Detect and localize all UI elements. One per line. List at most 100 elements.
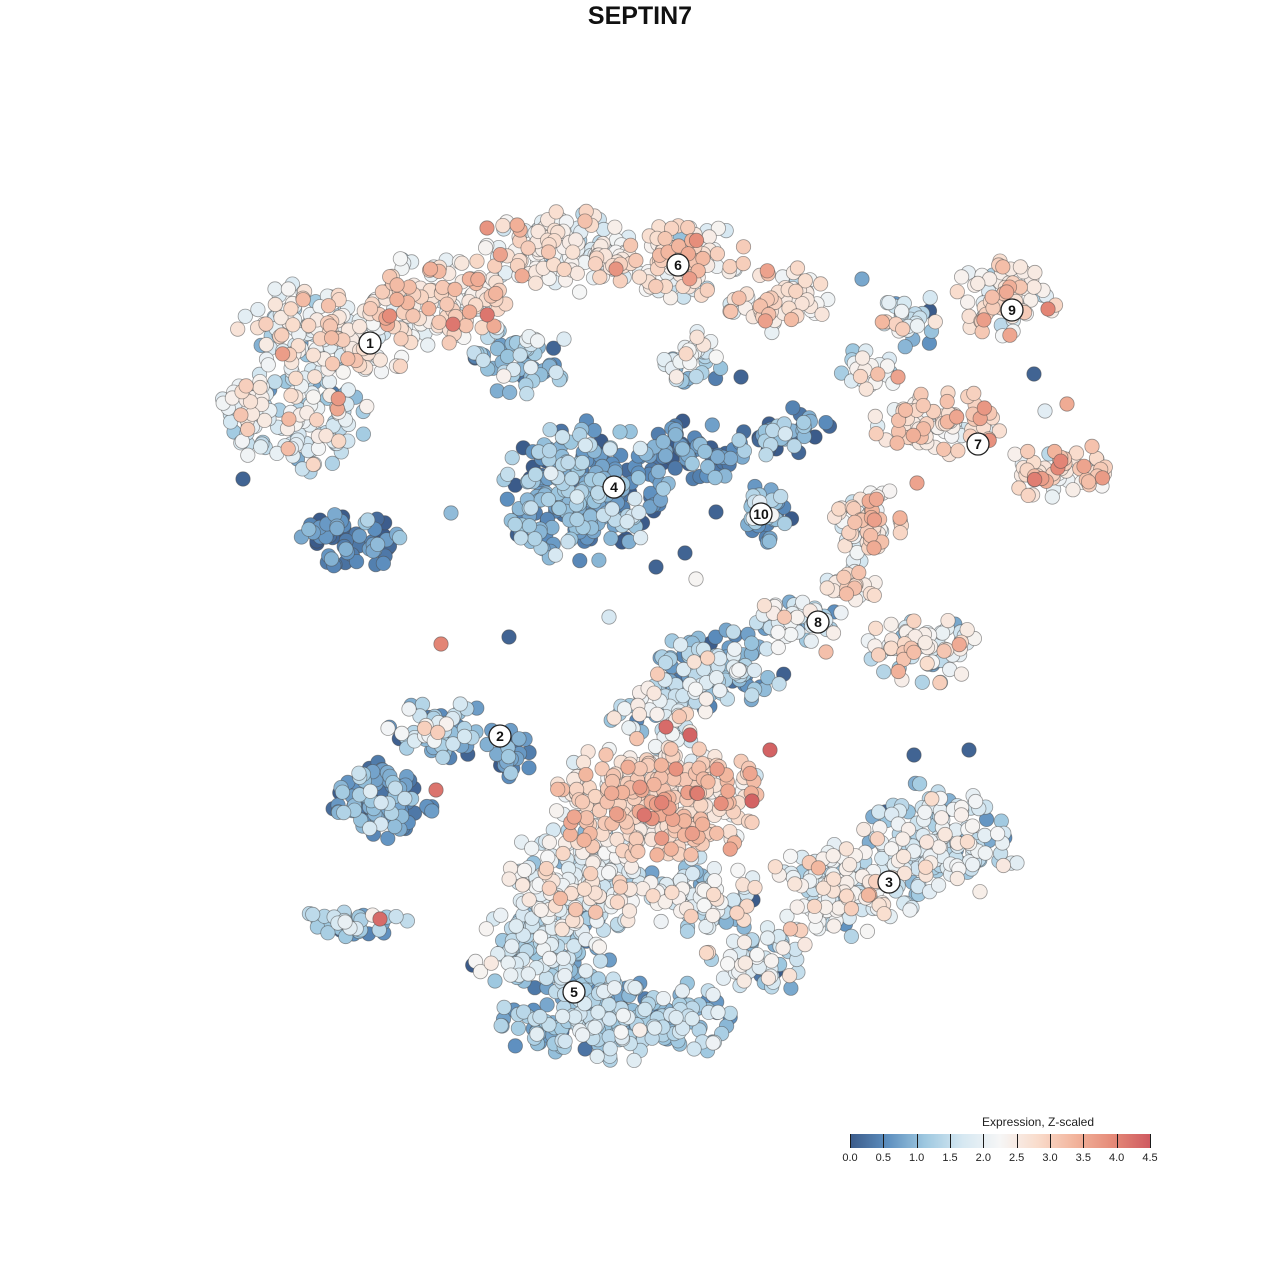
cell-point <box>569 265 585 281</box>
cell-point <box>1065 482 1081 498</box>
cell-point <box>496 999 512 1016</box>
cell-point <box>959 834 976 850</box>
cell-point <box>469 253 485 269</box>
cluster-label-badge <box>358 331 382 355</box>
cell-point <box>477 240 494 256</box>
cell-point <box>489 341 506 357</box>
cell-point <box>654 795 670 811</box>
cell-point <box>688 232 705 248</box>
cell-point <box>252 379 268 396</box>
cell-point <box>972 884 988 900</box>
cell-point <box>550 781 566 797</box>
cluster-label-10: 10 <box>749 502 773 526</box>
cell-point <box>998 284 1015 300</box>
cell-point <box>583 865 599 882</box>
cell-point <box>730 862 746 878</box>
cell-point <box>1026 279 1042 295</box>
cell-point <box>953 269 970 285</box>
cell-point <box>743 635 760 651</box>
cell-point <box>1002 327 1018 343</box>
cell-point <box>919 655 935 672</box>
cell-point <box>797 273 813 289</box>
cell-point <box>591 552 607 568</box>
cell-point <box>388 908 404 925</box>
cell-point <box>691 741 707 757</box>
cell-point <box>951 636 967 653</box>
cell-point <box>705 987 721 1003</box>
cell-point <box>548 204 564 220</box>
cell-point <box>705 886 722 903</box>
cell-point <box>869 831 886 847</box>
cell-point <box>773 488 789 505</box>
cell-point <box>606 980 623 996</box>
cell-point <box>280 441 296 457</box>
cell-point <box>548 364 564 380</box>
cell-point <box>501 629 517 645</box>
cell-point <box>747 879 763 896</box>
cell-point <box>765 422 781 438</box>
cell-point <box>833 365 850 381</box>
cell-point <box>763 953 780 969</box>
cell-point <box>1007 446 1023 462</box>
cell-point <box>705 1035 721 1051</box>
cell-point <box>527 466 544 482</box>
cell-point <box>431 314 447 330</box>
cell-point <box>889 435 905 451</box>
cluster-label-8: 8 <box>806 610 830 634</box>
cell-point <box>713 795 729 812</box>
cell-point <box>631 504 647 521</box>
cell-point <box>335 364 351 380</box>
legend-tick-mark <box>1016 1134 1018 1148</box>
cell-point <box>435 749 451 766</box>
cell-point <box>1027 264 1043 281</box>
cell-point <box>890 369 906 385</box>
cell-point <box>577 213 593 229</box>
cell-point <box>655 481 671 497</box>
cell-point <box>267 296 283 313</box>
cell-point <box>387 780 403 796</box>
cell-point <box>351 528 367 544</box>
cell-point <box>612 424 628 440</box>
cluster-label-5: 5 <box>562 980 586 1004</box>
cell-point <box>831 501 847 517</box>
cell-point <box>704 417 720 433</box>
cell-point <box>733 369 749 385</box>
cluster-label-text: 5 <box>570 984 578 1000</box>
cell-point <box>556 261 572 277</box>
cell-point <box>668 369 685 385</box>
cell-point <box>949 284 965 300</box>
cell-point <box>554 1008 571 1025</box>
cell-point <box>906 613 922 629</box>
cell-point <box>541 443 558 459</box>
cell-point <box>389 291 405 308</box>
cell-point <box>664 884 680 901</box>
cell-point <box>589 1048 605 1065</box>
cell-point <box>285 317 301 333</box>
legend-tick-mark <box>1050 1134 1051 1148</box>
cell-point <box>309 412 325 428</box>
cell-point <box>950 443 966 459</box>
cell-point <box>796 414 812 431</box>
cell-point <box>668 761 684 777</box>
cell-point <box>735 239 752 255</box>
cell-point <box>746 662 763 679</box>
cell-point <box>686 1041 702 1057</box>
cell-point <box>472 963 489 980</box>
cell-point <box>760 970 777 986</box>
cell-point <box>632 440 649 456</box>
cluster-label-badge <box>488 724 512 748</box>
cell-point <box>422 261 439 277</box>
legend-tick-label: 3.5 <box>1075 1152 1091 1164</box>
cell-point <box>578 766 594 783</box>
cell-point <box>565 244 581 260</box>
cell-point <box>680 220 696 236</box>
cell-point <box>883 640 899 656</box>
cell-point <box>622 237 639 253</box>
cell-point <box>892 510 908 526</box>
cell-point <box>781 967 798 984</box>
cell-point <box>555 950 571 967</box>
cell-point <box>758 447 774 463</box>
cell-point <box>340 382 356 398</box>
cell-point <box>620 759 636 775</box>
cell-point <box>360 512 376 528</box>
